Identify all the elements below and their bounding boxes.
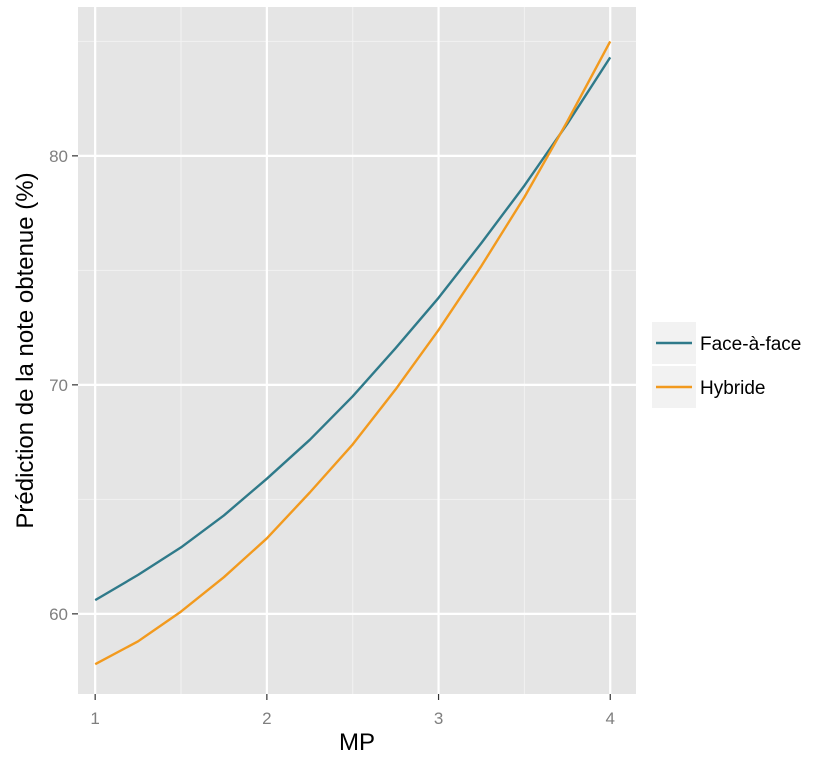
- series-lines: [94, 40, 612, 666]
- x-tick-label: 2: [262, 709, 271, 728]
- series-line-face-a-face: [94, 56, 612, 602]
- legend: Face-à-face Hybride: [652, 322, 801, 408]
- plot-panel: [78, 7, 636, 694]
- minor-gridlines: [78, 7, 636, 694]
- series-line-hybride: [94, 40, 612, 666]
- x-tick-label: 1: [90, 709, 99, 728]
- x-tick-labels: 1 2 3 4: [90, 709, 615, 728]
- y-tick-label: 80: [49, 147, 68, 166]
- x-tick-label: 3: [434, 709, 443, 728]
- legend-label: Hybride: [700, 378, 765, 399]
- x-axis-title: MP: [339, 729, 375, 756]
- axis-ticks: [72, 155, 611, 700]
- major-gridlines: [78, 7, 636, 694]
- legend-label: Face-à-face: [700, 334, 801, 355]
- y-tick-label: 70: [49, 376, 68, 395]
- y-axis-title: Prédiction de la note obtenue (%): [12, 172, 39, 528]
- x-tick-label: 4: [606, 709, 615, 728]
- y-tick-label: 60: [49, 605, 68, 624]
- y-tick-labels: 60 70 80: [49, 147, 68, 624]
